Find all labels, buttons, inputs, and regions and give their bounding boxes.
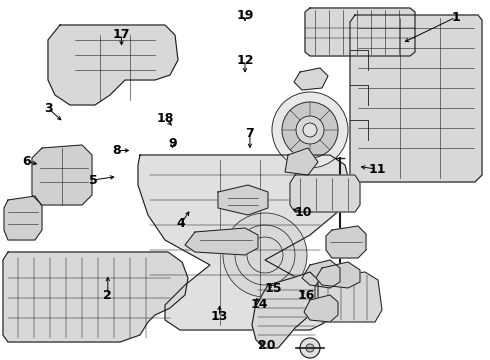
Polygon shape xyxy=(315,272,382,322)
Polygon shape xyxy=(285,148,318,175)
Circle shape xyxy=(296,116,324,144)
Text: 12: 12 xyxy=(236,54,254,67)
Text: 15: 15 xyxy=(265,282,282,294)
Text: 19: 19 xyxy=(236,9,254,22)
Polygon shape xyxy=(316,262,360,288)
Text: 14: 14 xyxy=(251,298,269,311)
Text: 3: 3 xyxy=(44,102,52,114)
Polygon shape xyxy=(304,295,338,322)
Polygon shape xyxy=(350,15,482,182)
Text: 4: 4 xyxy=(177,217,186,230)
Polygon shape xyxy=(3,252,188,342)
Circle shape xyxy=(306,344,314,352)
Text: 10: 10 xyxy=(295,206,313,219)
Text: 11: 11 xyxy=(368,163,386,176)
Polygon shape xyxy=(326,226,366,258)
Polygon shape xyxy=(32,145,92,205)
Polygon shape xyxy=(185,228,258,255)
Text: 6: 6 xyxy=(23,155,31,168)
Text: 18: 18 xyxy=(157,112,174,125)
Text: 2: 2 xyxy=(103,289,112,302)
Text: 9: 9 xyxy=(168,137,177,150)
Text: 20: 20 xyxy=(258,339,276,352)
Polygon shape xyxy=(290,175,360,212)
Text: 5: 5 xyxy=(89,174,98,186)
Circle shape xyxy=(282,102,338,158)
Circle shape xyxy=(303,123,317,137)
Polygon shape xyxy=(138,155,350,330)
Text: 8: 8 xyxy=(112,144,121,157)
Polygon shape xyxy=(4,196,42,240)
Polygon shape xyxy=(218,185,268,215)
Text: 13: 13 xyxy=(211,310,228,323)
Circle shape xyxy=(272,92,348,168)
Circle shape xyxy=(300,338,320,358)
Polygon shape xyxy=(302,260,340,288)
Polygon shape xyxy=(305,8,415,56)
Text: 1: 1 xyxy=(451,11,460,24)
Polygon shape xyxy=(48,25,178,105)
Text: 16: 16 xyxy=(297,289,315,302)
Polygon shape xyxy=(294,68,328,90)
Text: 17: 17 xyxy=(113,28,130,41)
Polygon shape xyxy=(252,272,318,348)
Text: 7: 7 xyxy=(245,127,254,140)
Circle shape xyxy=(223,213,307,297)
